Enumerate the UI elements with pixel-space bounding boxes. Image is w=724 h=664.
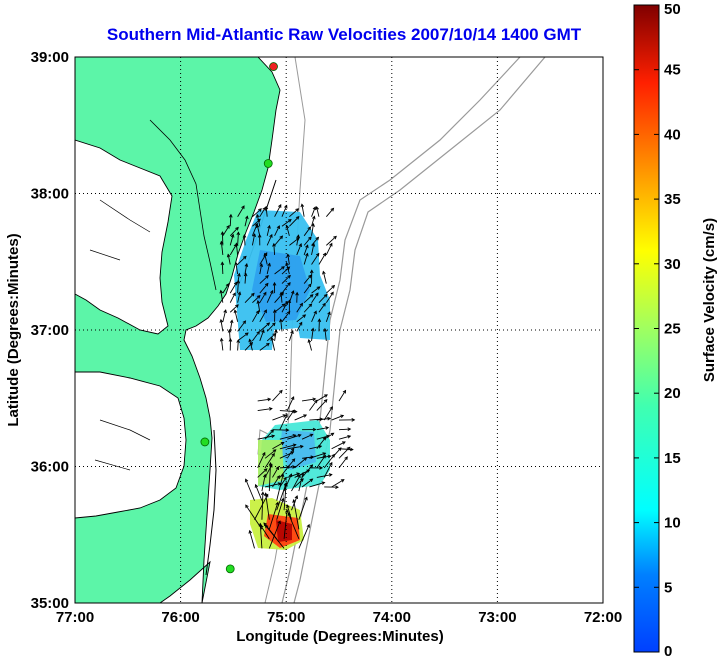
chart-title: Southern Mid-Atlantic Raw Velocities 200… — [107, 25, 582, 44]
colorbar-tick-label: 50 — [664, 1, 681, 18]
colorbar-tick-label: 25 — [664, 321, 681, 338]
colorbar-tick-label: 35 — [664, 191, 681, 208]
x-axis-label: Longitude (Degrees:Minutes) — [236, 628, 444, 645]
velocity-arrow — [222, 262, 223, 274]
y-tick-label: 38:00 — [31, 186, 69, 203]
colorbar-tick-label: 30 — [664, 256, 681, 273]
station-marker — [264, 159, 272, 167]
y-axis-label: Latitude (Degrees:Minutes) — [5, 233, 22, 426]
x-tick-label: 76:00 — [161, 609, 199, 626]
y-tick-label: 36:00 — [31, 459, 69, 476]
colorbar-tick-label: 45 — [664, 62, 681, 79]
x-tick-label: 74:00 — [373, 609, 411, 626]
y-tick-labels: 35:00 36:00 37:00 38:00 39:00 — [31, 49, 69, 612]
station-marker — [270, 63, 278, 71]
colorbar-tick-label: 15 — [664, 450, 681, 467]
x-tick-label: 75:00 — [267, 609, 305, 626]
x-tick-label: 73:00 — [478, 609, 516, 626]
colorbar-tick-label: 40 — [664, 126, 681, 143]
station-marker — [201, 438, 209, 446]
y-tick-label: 39:00 — [31, 49, 69, 66]
y-tick-label: 37:00 — [31, 322, 69, 339]
y-tick-label: 35:00 — [31, 595, 69, 612]
colorbar-tick-label: 20 — [664, 385, 681, 402]
station-marker — [226, 565, 234, 573]
colorbar-tick-label: 0 — [664, 643, 672, 659]
colorbar-tick-label: 5 — [664, 579, 672, 596]
colorbar-label: Surface Velocity (cm/s) — [701, 218, 718, 382]
colorbar-tick-label: 10 — [664, 515, 681, 532]
x-tick-label: 72:00 — [584, 609, 622, 626]
